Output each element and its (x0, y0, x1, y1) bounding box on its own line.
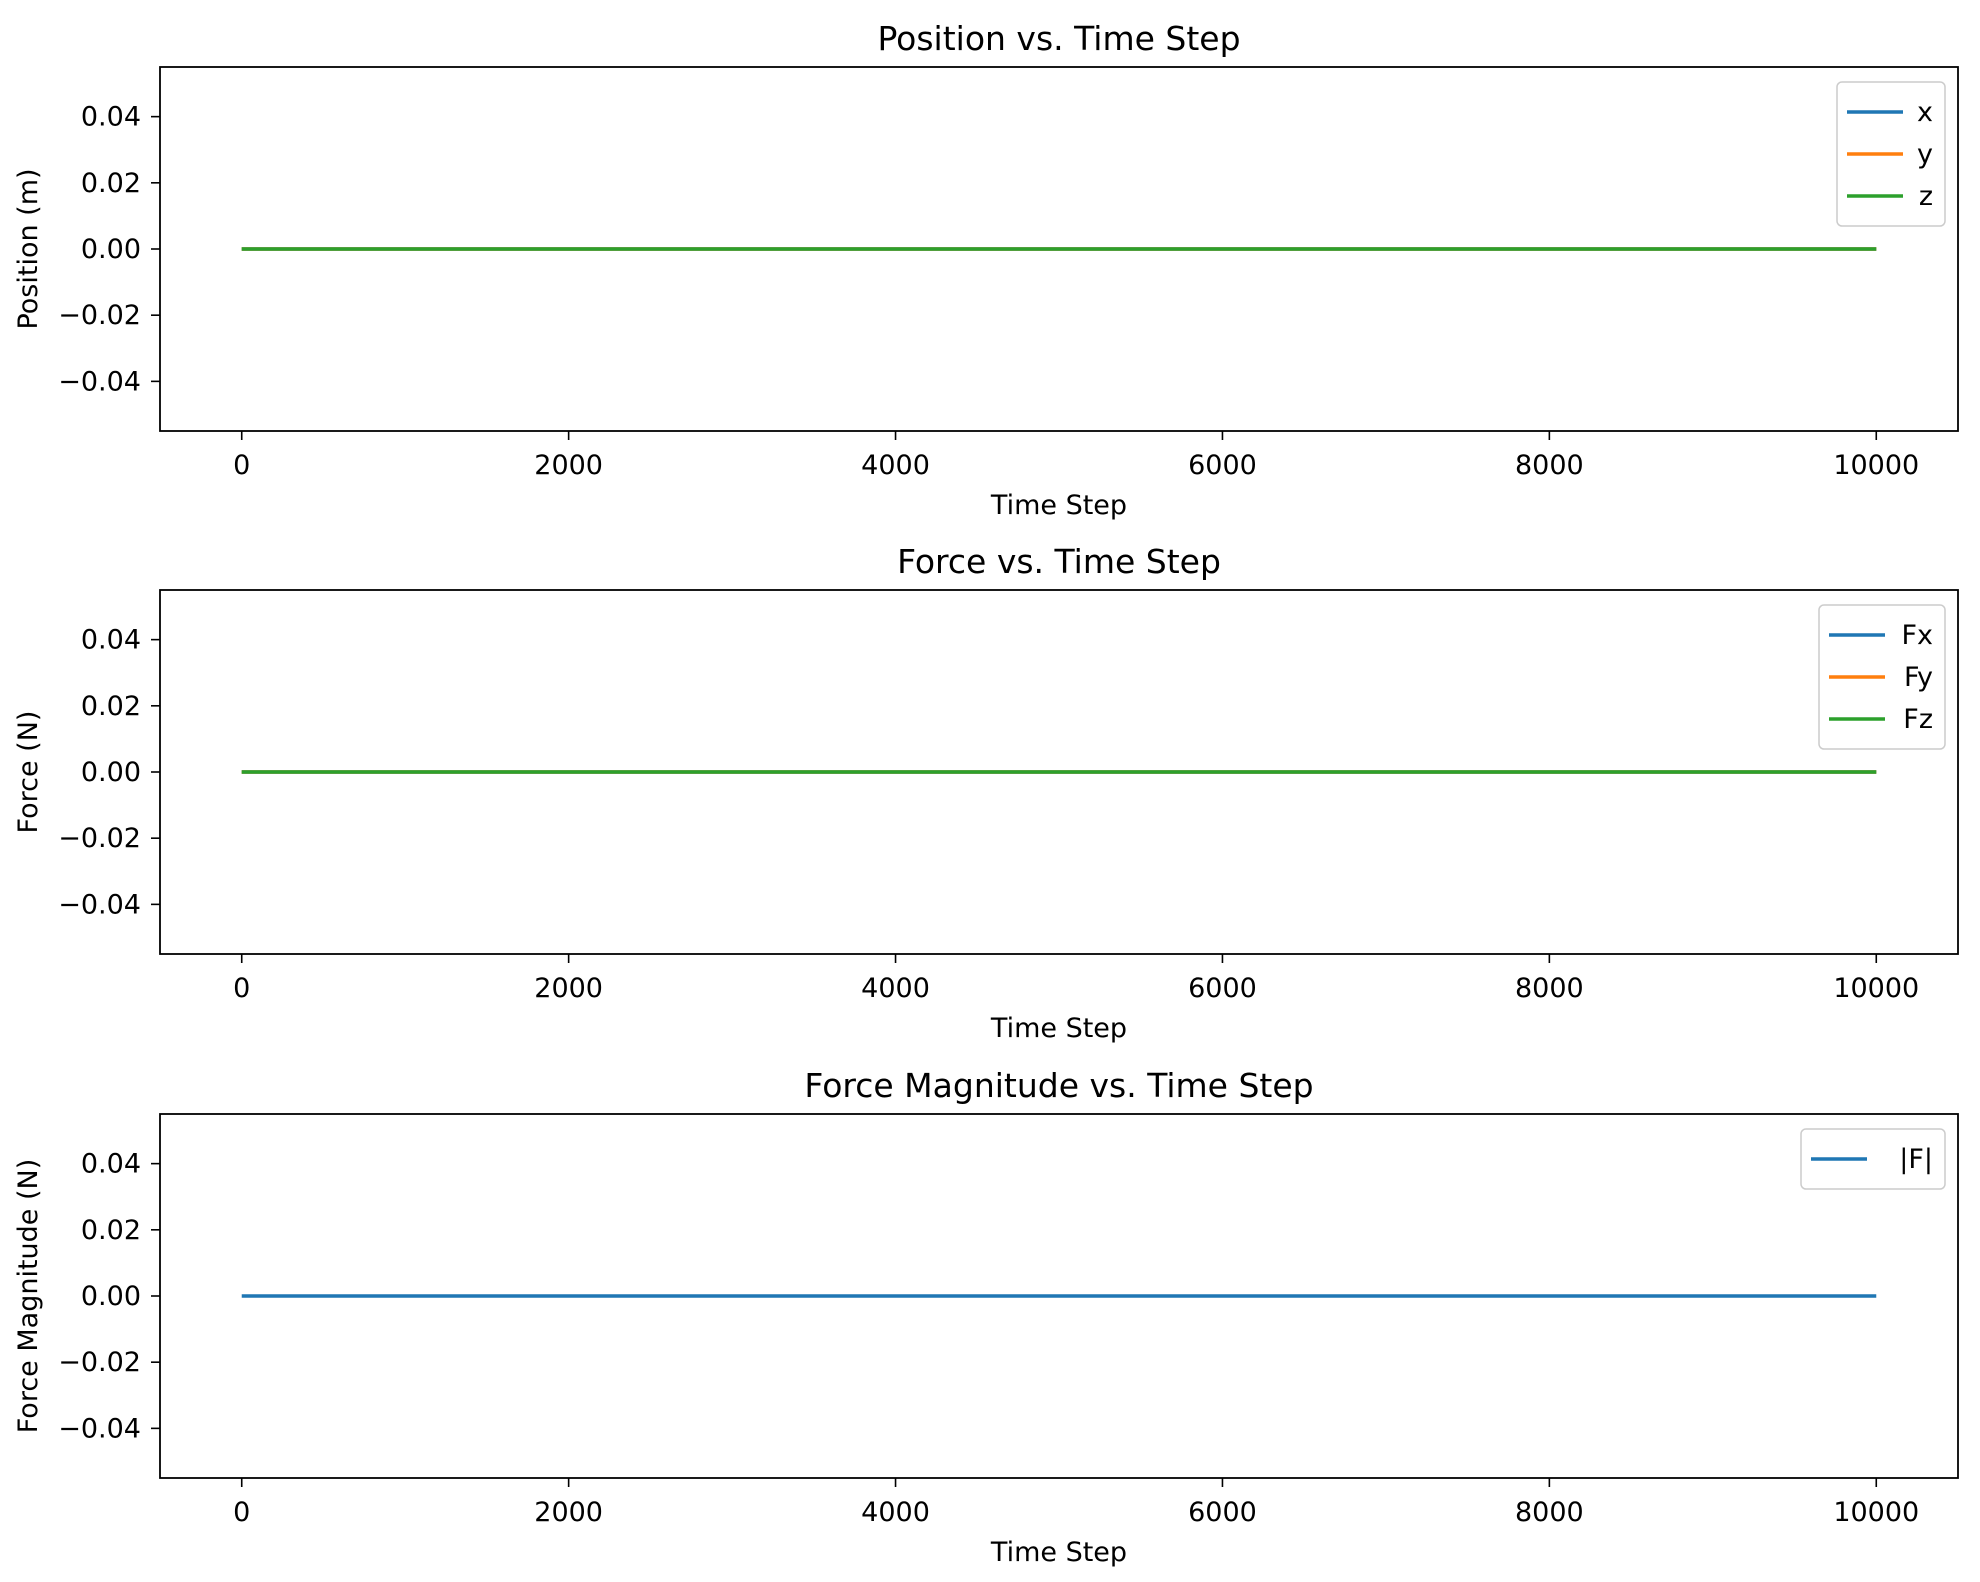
legend-label-1: x (1917, 97, 1933, 128)
y-tick-label: −0.04 (58, 889, 141, 920)
x-tick-label: 8000 (1515, 973, 1584, 1004)
y-tick-label: −0.02 (58, 300, 141, 331)
x-tick-label: 10000 (1833, 1497, 1919, 1528)
y-tick-label: 0.02 (81, 168, 141, 199)
y-axis-label: Force (N) (13, 711, 44, 834)
x-tick-label: 8000 (1515, 450, 1584, 481)
x-tick-label: 2000 (534, 1497, 603, 1528)
y-tick-label: 0.04 (81, 625, 141, 656)
legend: xyz (1836, 81, 1946, 227)
y-tick-label: 0.00 (81, 1281, 141, 1312)
legend: Fx Fy Fz (1818, 604, 1946, 750)
y-tick-label: 0.00 (81, 234, 141, 265)
x-tick-label: 4000 (861, 450, 930, 481)
y-tick-label: −0.04 (58, 1413, 141, 1444)
x-tick-label: 2000 (534, 973, 603, 1004)
x-tick-label: 0 (233, 1497, 250, 1528)
legend-label-1: |F| (1899, 1144, 1933, 1175)
y-tick-label: 0.04 (81, 102, 141, 133)
x-axis-label: Time Step (990, 1013, 1127, 1044)
chart-title: Force vs. Time Step (897, 542, 1221, 581)
y-tick-label: −0.04 (58, 366, 141, 397)
chart-title: Force Magnitude vs. Time Step (804, 1066, 1313, 1105)
y-axis-label: Position (m) (13, 168, 44, 329)
x-axis-label: Time Step (990, 1537, 1127, 1568)
y-tick-label: 0.00 (81, 757, 141, 788)
legend: |F| (1800, 1128, 1946, 1190)
legend-box (1800, 1128, 1946, 1190)
chart-title: Position vs. Time Step (877, 19, 1240, 58)
x-tick-label: 10000 (1833, 450, 1919, 481)
legend-label-3: z (1919, 181, 1933, 212)
subplot-3: Force Magnitude vs. Time Step 0 2000 4000 60… (13, 1066, 1959, 1568)
x-tick-label: 4000 (861, 1497, 930, 1528)
x-tick-label: 10000 (1833, 973, 1919, 1004)
legend-label-1: Fx (1901, 620, 1933, 651)
y-tick-label: −0.02 (58, 1347, 141, 1378)
x-tick-label: 6000 (1188, 973, 1257, 1004)
x-tick-label: 0 (233, 973, 250, 1004)
x-tick-label: 6000 (1188, 1497, 1257, 1528)
legend-label-2: Fy (1904, 662, 1933, 693)
y-tick-label: 0.02 (81, 1215, 141, 1246)
y-tick-label: 0.04 (81, 1149, 141, 1180)
x-tick-label: 4000 (861, 973, 930, 1004)
x-axis-label: Time Step (990, 490, 1127, 521)
y-tick-label: −0.02 (58, 823, 141, 854)
x-tick-label: 0 (233, 450, 250, 481)
subplot-2: Force vs. Time Step 0 2000 4000 6000 8000 1000… (13, 542, 1959, 1044)
x-tick-label: 6000 (1188, 450, 1257, 481)
y-tick-label: 0.02 (81, 691, 141, 722)
x-tick-label: 2000 (534, 450, 603, 481)
subplot-1: Position vs. Time Step 0 2000 4000 6000 8000 1… (13, 19, 1959, 521)
x-tick-label: 8000 (1515, 1497, 1584, 1528)
legend-label-3: Fz (1903, 704, 1933, 735)
y-axis-label: Force Magnitude (N) (13, 1159, 44, 1434)
legend-label-2: y (1917, 139, 1933, 170)
